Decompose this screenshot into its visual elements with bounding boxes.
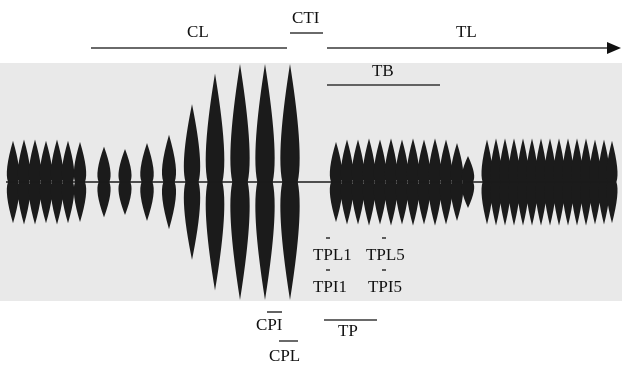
label-tb: TB (372, 61, 394, 80)
label-cpl: CPL (269, 346, 301, 365)
label-tpi5: TPI5 (368, 277, 402, 296)
label-tpi1: TPI1 (313, 277, 347, 296)
label-cl: CL (187, 22, 209, 41)
label-tl: TL (456, 22, 477, 41)
label-tp: TP (338, 321, 358, 340)
label-cti: CTI (292, 8, 320, 27)
tl-arrowhead (607, 42, 621, 54)
waveform-pulses (6, 64, 618, 300)
label-tpl1: TPL1 (313, 245, 352, 264)
label-tpl5: TPL5 (366, 245, 405, 264)
label-cpi: CPI (256, 315, 283, 334)
